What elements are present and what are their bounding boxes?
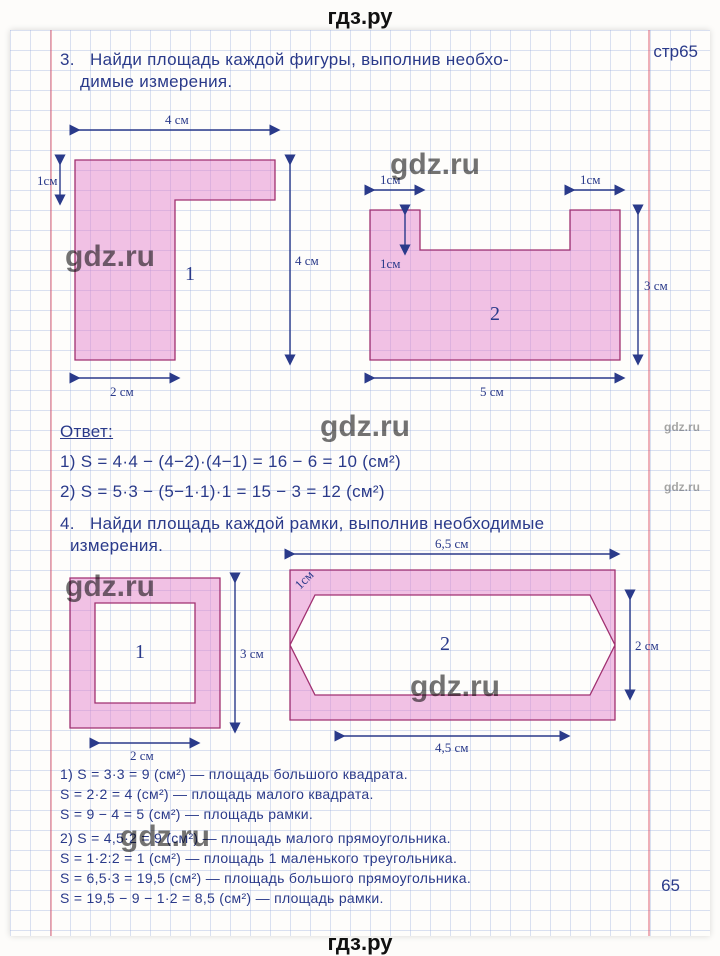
svg-text:2 см: 2 см [130, 748, 154, 763]
task3-num: 3. [60, 50, 75, 70]
svg-text:4 см: 4 см [165, 112, 189, 127]
svg-text:1: 1 [135, 641, 145, 663]
task4-l2: S = 2·2 = 4 (см²) — площадь малого квадр… [60, 786, 374, 802]
notebook-page: стр65 3. Найди площадь каждой фигуры, вы… [10, 30, 710, 936]
task3-text2: димые измерения. [80, 72, 232, 92]
task4-l7: S = 19,5 − 9 − 1·2 = 8,5 (см²) — площадь… [60, 890, 384, 906]
task4-l1: 1) S = 3·3 = 9 (см²) — площадь большого … [60, 766, 408, 782]
answer-label: Ответ: [60, 422, 113, 442]
svg-text:2: 2 [490, 303, 500, 325]
svg-text:1см: 1см [380, 172, 401, 187]
svg-text:5 см: 5 см [480, 384, 504, 399]
svg-text:4 см: 4 см [295, 253, 319, 268]
frame2-svg: 2 6,5 см 4,5 см 2 см 1см [270, 540, 670, 760]
svg-text:1: 1 [185, 263, 195, 285]
shape1-svg: 4 см 1см 4 см 2 см 1 [55, 100, 315, 360]
svg-text:3 см: 3 см [240, 646, 264, 661]
shape2-svg: 1см 1см 1см 3 см 5 см 2 [350, 120, 670, 380]
site-header: гдз.ру [0, 4, 720, 30]
task4-l4: 2) S = 4,5·2 = 9 (см²) — площадь малого … [60, 830, 451, 846]
svg-text:1см: 1см [37, 173, 58, 188]
page-tag: стр65 [653, 42, 698, 62]
frame1-svg: 1 3 см 2 см [50, 558, 270, 758]
svg-text:1см: 1см [580, 172, 601, 187]
task3-a2: 2) S = 5·3 − (5−1·1)·1 = 15 − 3 = 12 (см… [60, 482, 385, 502]
task4-text2: измерения. [70, 536, 163, 556]
page-number: 65 [661, 876, 680, 896]
task4-l6: S = 6,5·3 = 19,5 (см²) — площадь большог… [60, 870, 471, 886]
svg-text:2 см: 2 см [110, 384, 134, 399]
svg-text:4,5 см: 4,5 см [435, 740, 469, 755]
task4-text1: Найди площадь каждой рамки, выполнив нео… [90, 514, 544, 534]
svg-text:6,5 см: 6,5 см [435, 536, 469, 551]
task4-l3: S = 9 − 4 = 5 (см²) — площадь рамки. [60, 806, 313, 822]
svg-text:2 см: 2 см [635, 638, 659, 653]
task4-l5: S = 1·2:2 = 1 (см²) — площадь 1 маленько… [60, 850, 457, 866]
task3-a1: 1) S = 4·4 − (4−2)·(4−1) = 16 − 6 = 10 (… [60, 452, 401, 472]
svg-text:1см: 1см [380, 256, 401, 271]
margin-left [50, 30, 52, 936]
svg-text:3 см: 3 см [644, 278, 668, 293]
task3-text1: Найди площадь каждой фигуры, выполнив не… [90, 50, 509, 70]
task4-num: 4. [60, 514, 75, 534]
svg-text:2: 2 [440, 633, 450, 655]
